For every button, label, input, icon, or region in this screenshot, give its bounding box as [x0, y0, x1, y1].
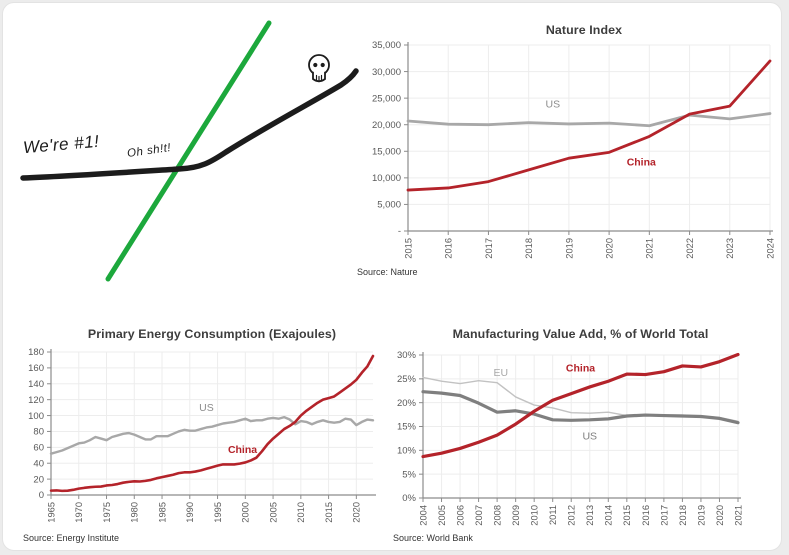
svg-text:2016: 2016 — [641, 505, 651, 526]
svg-text:2018: 2018 — [678, 505, 688, 526]
svg-text:2020: 2020 — [715, 505, 725, 526]
svg-text:180: 180 — [28, 347, 44, 358]
svg-text:2000: 2000 — [241, 502, 251, 523]
svg-text:2023: 2023 — [725, 238, 735, 259]
svg-text:2018: 2018 — [524, 238, 534, 259]
svg-text:2005: 2005 — [268, 502, 278, 523]
svg-text:5%: 5% — [402, 469, 416, 480]
nature-index-chart: Nature Index - 5,000 10,000 15,000 20,000 25,… — [355, 18, 785, 286]
svg-text:-: - — [398, 226, 401, 237]
nature-chart-source: Source: Nature — [357, 267, 418, 277]
svg-text:2019: 2019 — [696, 505, 706, 526]
us-black-line — [20, 68, 359, 181]
svg-text:2005: 2005 — [437, 505, 447, 526]
svg-text:US: US — [582, 430, 597, 442]
svg-text:10%: 10% — [397, 446, 417, 457]
energy-consumption-chart: Primary Energy Consumption (Exajoules) 0… — [23, 325, 393, 555]
svg-text:2006: 2006 — [455, 505, 465, 526]
svg-text:2013: 2013 — [585, 505, 595, 526]
svg-text:20%: 20% — [397, 398, 417, 409]
svg-text:China: China — [228, 444, 257, 456]
svg-text:30,000: 30,000 — [372, 67, 401, 78]
svg-text:25,000: 25,000 — [372, 93, 401, 104]
svg-text:30%: 30% — [397, 350, 417, 361]
svg-text:2010: 2010 — [530, 505, 540, 526]
svg-text:2021: 2021 — [733, 505, 743, 526]
svg-text:2014: 2014 — [604, 505, 614, 526]
svg-text:120: 120 — [28, 395, 44, 406]
svg-text:1985: 1985 — [157, 502, 167, 523]
energy-chart-source: Source: Energy Institute — [23, 533, 120, 543]
energy-chart-plot: 0 20 40 60 80 100 120 140 160 180 1965 1970 1975 1980… — [28, 347, 376, 523]
svg-text:60: 60 — [33, 443, 44, 454]
svg-text:5,000: 5,000 — [377, 200, 401, 211]
svg-text:2012: 2012 — [567, 505, 577, 526]
svg-text:2021: 2021 — [645, 238, 655, 259]
svg-text:1970: 1970 — [74, 502, 84, 523]
svg-text:2017: 2017 — [659, 505, 669, 526]
svg-text:1980: 1980 — [130, 502, 140, 523]
svg-text:10,000: 10,000 — [372, 173, 401, 184]
skull-icon — [308, 54, 330, 83]
svg-text:2008: 2008 — [493, 505, 503, 526]
svg-text:2004: 2004 — [418, 505, 428, 526]
svg-text:2007: 2007 — [474, 505, 484, 526]
energy-chart-title: Primary Energy Consumption (Exajoules) — [87, 327, 337, 341]
svg-text:2017: 2017 — [484, 238, 494, 259]
svg-text:2016: 2016 — [444, 238, 454, 259]
mfg-chart-plot: 0% 5% 10% 15% 20% 25% 30% 2004 2005 2006 2007 2008 2… — [397, 350, 743, 526]
nature-chart-plot: - 5,000 10,000 15,000 20,000 25,000 30,000 35,0… — [372, 40, 775, 259]
svg-text:2010: 2010 — [296, 502, 306, 523]
svg-text:160: 160 — [28, 363, 44, 374]
sketch-canvas — [20, 20, 359, 282]
svg-text:20,000: 20,000 — [372, 120, 401, 131]
svg-text:15%: 15% — [397, 422, 417, 433]
dashboard-card: We're #1! Oh sh!t! Nature Index - 5,000 10… — [2, 2, 782, 551]
us-china-sketch-panel: We're #1! Oh sh!t! — [11, 11, 361, 303]
svg-text:China: China — [627, 157, 656, 169]
svg-text:2020: 2020 — [605, 238, 615, 259]
svg-text:China: China — [566, 363, 595, 375]
manufacturing-share-chart: Manufacturing Value Add, % of World Tota… — [391, 325, 789, 555]
svg-text:2015: 2015 — [622, 505, 632, 526]
nature-chart-title: Nature Index — [545, 23, 623, 37]
svg-text:0: 0 — [39, 490, 44, 501]
svg-text:2015: 2015 — [403, 238, 413, 259]
svg-text:1995: 1995 — [213, 502, 223, 523]
svg-text:2020: 2020 — [352, 502, 362, 523]
svg-text:15,000: 15,000 — [372, 146, 401, 157]
svg-text:1990: 1990 — [185, 502, 195, 523]
svg-text:US: US — [199, 402, 214, 414]
svg-text:2024: 2024 — [765, 238, 775, 259]
svg-text:2009: 2009 — [511, 505, 521, 526]
svg-text:EU: EU — [494, 367, 509, 379]
svg-text:1975: 1975 — [102, 502, 112, 523]
svg-text:140: 140 — [28, 379, 44, 390]
svg-text:20: 20 — [33, 474, 44, 485]
svg-text:25%: 25% — [397, 374, 417, 385]
svg-text:35,000: 35,000 — [372, 40, 401, 51]
mfg-chart-source: Source: World Bank — [393, 533, 473, 543]
china-green-line — [105, 20, 272, 282]
svg-text:100: 100 — [28, 411, 44, 422]
mfg-chart-title: Manufacturing Value Add, % of World Tota… — [452, 327, 709, 341]
svg-text:2015: 2015 — [324, 502, 334, 523]
svg-text:80: 80 — [33, 427, 44, 438]
svg-text:1965: 1965 — [46, 502, 56, 523]
svg-text:2019: 2019 — [564, 238, 574, 259]
svg-text:US: US — [546, 99, 561, 111]
svg-text:2022: 2022 — [685, 238, 695, 259]
svg-text:2011: 2011 — [548, 505, 558, 525]
svg-text:0%: 0% — [402, 493, 416, 504]
svg-text:40: 40 — [33, 458, 44, 469]
